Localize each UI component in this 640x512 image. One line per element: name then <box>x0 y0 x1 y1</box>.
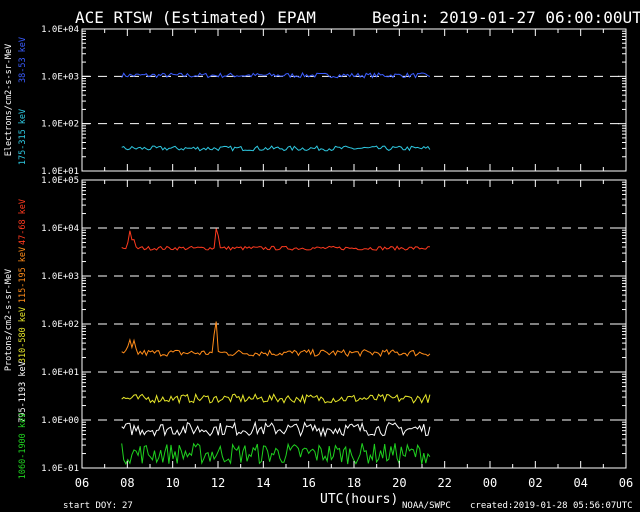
x-axis-label: UTC(hours) <box>320 492 398 507</box>
proton-y-axis-label: Protons/cm2-s-sr-MeV <box>4 269 14 371</box>
y-tick-label: 1.0E+03 <box>41 272 79 282</box>
y-tick-label: 1.0E+01 <box>41 368 79 378</box>
channel-label-310-580-keV: 310-580 keV <box>18 307 28 363</box>
series-layer <box>121 71 431 466</box>
y-tick-label: 1.0E+02 <box>41 120 79 130</box>
channel-label-175-315: 175-315 keV <box>18 109 28 165</box>
x-tick-label: 06 <box>619 476 633 490</box>
series-line-115-195-keV <box>121 321 431 358</box>
channel-label-115-195-keV: 115-195 keV <box>18 247 28 303</box>
y-tick-label: 1.0E+04 <box>41 25 79 35</box>
y-tick-label: 1.0E-01 <box>41 464 79 474</box>
x-tick-label: 10 <box>165 476 179 490</box>
x-tick-label: 14 <box>256 476 270 490</box>
x-tick-label: 16 <box>301 476 315 490</box>
electron-y-axis-label: Electrons/cm2-s-sr-MeV <box>4 44 14 157</box>
channel-label-1060-1900-keV: 1060-1900 keV <box>18 413 28 480</box>
start-doy-value: 27 <box>122 501 133 511</box>
electron-panel-frame <box>81 28 627 172</box>
series-line-795-1193-keV <box>121 420 431 438</box>
y-tick-label: 1.0E+00 <box>41 416 79 426</box>
x-tick-label: 00 <box>483 476 497 490</box>
chart-title: ACE RTSW (Estimated) EPAM <box>75 8 316 27</box>
label-layer: 1.0E+01 1.0E+02 1.0E+03 1.0E+04 1.0E-01 1.0E+… <box>4 25 633 490</box>
series-line-47-68-keV <box>121 228 430 251</box>
y-tick-label: 1.0E+03 <box>41 72 79 82</box>
y-tick-label: 1.0E+02 <box>41 320 79 330</box>
x-tick-label: 22 <box>437 476 451 490</box>
y-tick-label: 1.0E+05 <box>41 176 79 186</box>
series-line-38-53-keV <box>121 71 431 79</box>
y-tick-label: 1.0E+01 <box>41 167 79 177</box>
series-line-310-580-keV <box>121 392 431 405</box>
series-line-1060-1900-keV <box>121 442 431 466</box>
x-tick-label: 06 <box>75 476 89 490</box>
x-tick-label: 08 <box>120 476 134 490</box>
channel-label-795-1193-keV: 795-1193 keV <box>18 361 28 422</box>
x-tick-label: 02 <box>528 476 542 490</box>
x-tick-label: 12 <box>211 476 225 490</box>
channel-label-38-53: 38-53 keV <box>18 37 28 83</box>
x-tick-label: 18 <box>347 476 361 490</box>
x-tick-label: 20 <box>392 476 406 490</box>
start-doy-label: start DOY: <box>63 501 117 511</box>
channel-label-47-68-keV: 47-68 keV <box>18 199 28 245</box>
y-tick-label: 1.0E+04 <box>41 224 79 234</box>
noaa-credit: NOAA/SWPC <box>402 501 451 511</box>
tick-layer <box>81 28 627 469</box>
x-tick-label: 04 <box>573 476 587 490</box>
series-line-175-315-keV <box>121 145 431 152</box>
begin-time: Begin: 2019-01-27 06:00:00UTC <box>372 8 640 27</box>
created-time: created:2019-01-28 05:56:07UTC <box>470 501 633 511</box>
